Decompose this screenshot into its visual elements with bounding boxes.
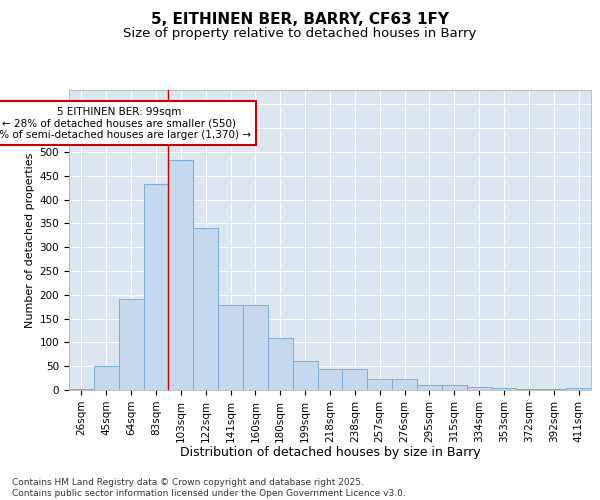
Bar (467, 386, 491, 390)
Text: 5, EITHINEN BER, BARRY, CF63 1FY: 5, EITHINEN BER, BARRY, CF63 1FY (151, 12, 449, 28)
Bar (143, 184, 169, 390)
Bar (243, 305, 268, 390)
Bar (293, 361, 317, 390)
Y-axis label: Number of detached properties: Number of detached properties (25, 152, 35, 328)
Bar (541, 389, 566, 390)
Bar (517, 389, 541, 390)
Bar (392, 378, 417, 390)
Bar (169, 160, 193, 390)
Text: 5 EITHINEN BER: 99sqm
← 28% of detached houses are smaller (550)
71% of semi-det: 5 EITHINEN BER: 99sqm ← 28% of detached … (0, 106, 251, 140)
Bar (566, 388, 591, 390)
Bar (317, 369, 343, 390)
Text: Size of property relative to detached houses in Barry: Size of property relative to detached ho… (124, 28, 476, 40)
Bar (491, 388, 517, 390)
Bar (218, 305, 243, 390)
Bar (417, 385, 442, 390)
Bar (94, 366, 119, 390)
Bar (268, 338, 293, 390)
Bar (442, 385, 467, 390)
Text: Contains HM Land Registry data © Crown copyright and database right 2025.
Contai: Contains HM Land Registry data © Crown c… (12, 478, 406, 498)
X-axis label: Distribution of detached houses by size in Barry: Distribution of detached houses by size … (179, 446, 481, 459)
Bar (343, 369, 367, 390)
Bar (193, 228, 218, 390)
Bar (119, 298, 143, 390)
Bar (367, 378, 392, 390)
Bar (69, 389, 94, 390)
